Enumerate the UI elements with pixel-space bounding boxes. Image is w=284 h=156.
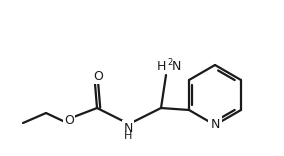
Text: N: N	[210, 119, 220, 132]
Text: N: N	[172, 61, 181, 73]
Text: H: H	[157, 61, 166, 73]
Text: O: O	[64, 115, 74, 127]
Text: 2: 2	[167, 58, 172, 67]
Text: O: O	[94, 70, 104, 83]
Text: N: N	[123, 122, 133, 134]
Text: H: H	[124, 131, 132, 141]
